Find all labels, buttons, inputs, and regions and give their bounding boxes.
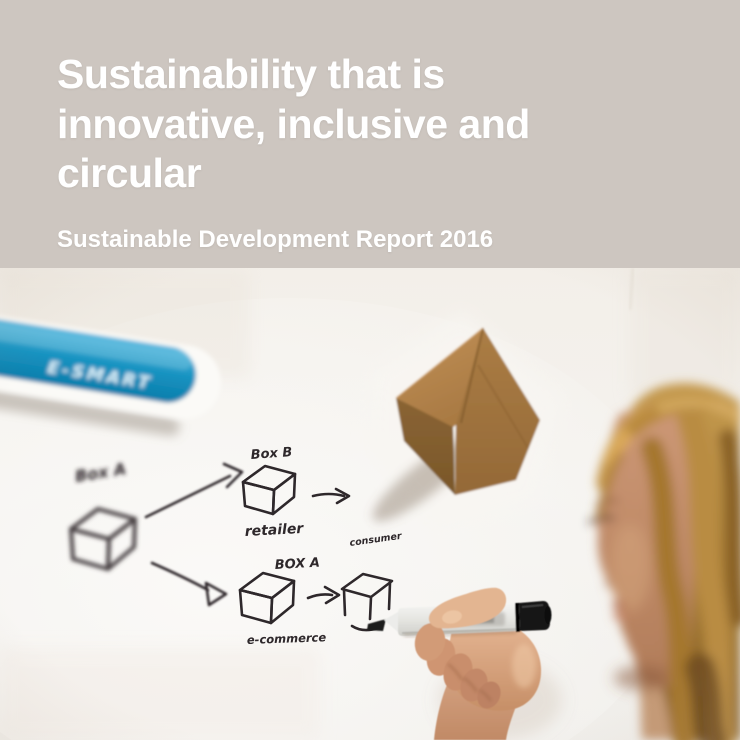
cover-header: Sustainability that is innovative, inclu… [0, 0, 740, 268]
cover-title: Sustainability that is innovative, inclu… [57, 51, 530, 197]
cover-photo: E-SMART Box A [0, 268, 740, 740]
cover-subtitle: Sustainable Development Report 2016 [57, 225, 494, 253]
photo-vignette [0, 268, 740, 740]
